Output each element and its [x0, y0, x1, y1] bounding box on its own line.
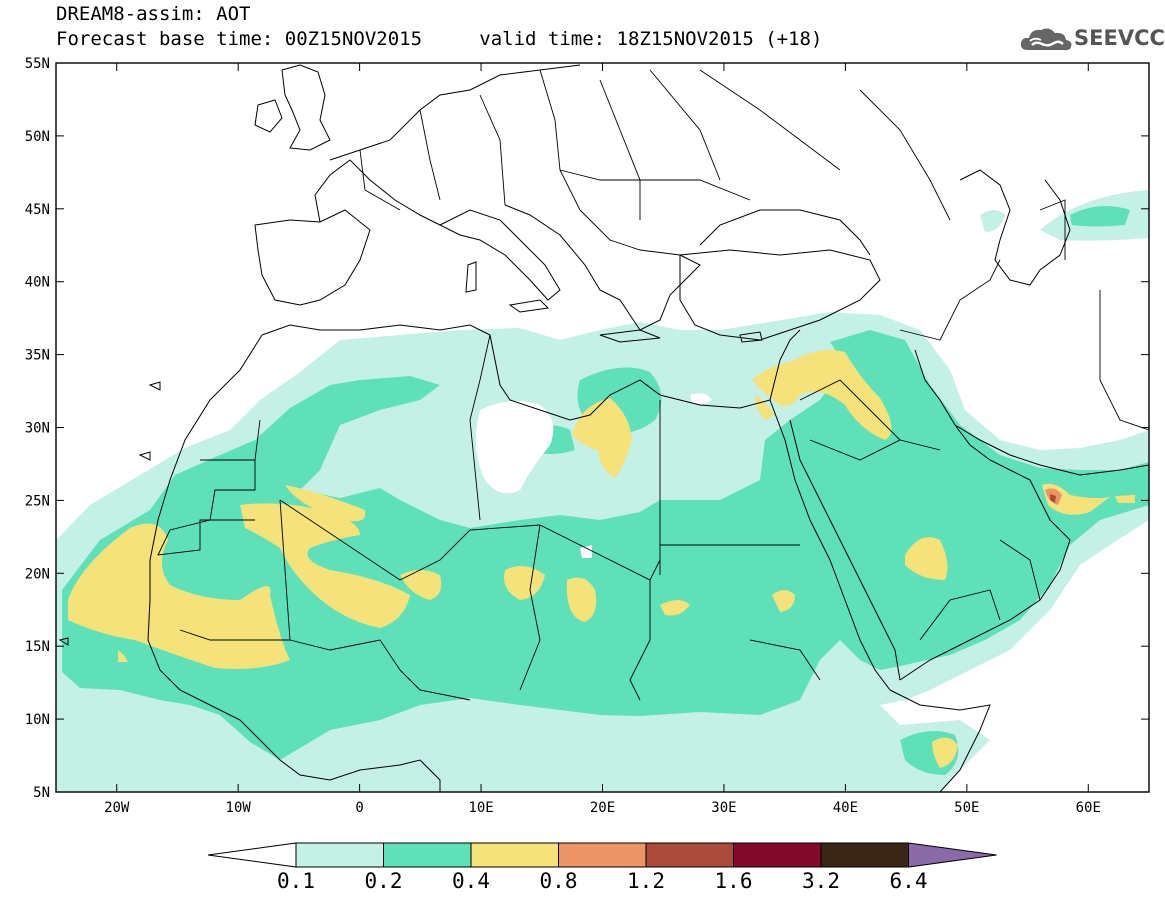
longitude-ticks: [116, 63, 1089, 792]
lon-label: 30E: [711, 800, 736, 816]
lon-label: 40E: [833, 800, 858, 816]
legend-level-label: 1.2: [627, 869, 665, 893]
longitude-labels: 20W 10W 0 10E 20E 30E 40E 50E 60E: [104, 800, 1101, 816]
legend-swatch: [295, 842, 384, 868]
seevccc-logo: SEEVCCC: [1018, 24, 1165, 56]
legend-arrow-low: [207, 842, 297, 868]
legend-level-label: 0.2: [365, 869, 403, 893]
aot-field-below-0-1: [476, 393, 712, 558]
legend-level-label: 6.4: [890, 869, 928, 893]
legend-swatch: [383, 842, 472, 868]
lat-label: 45N: [25, 202, 50, 218]
lat-label: 55N: [25, 56, 50, 72]
lat-label: 20N: [25, 566, 50, 582]
lat-label: 5N: [33, 785, 50, 801]
legend-swatch: [645, 842, 734, 868]
legend-swatch: [733, 842, 822, 868]
aot-field-1-2: [1050, 494, 1056, 503]
lat-label: 15N: [25, 639, 50, 655]
lon-label: 10W: [226, 800, 252, 816]
forecast-times: Forecast base time: 00Z15NOV2015 valid t…: [56, 29, 822, 49]
legend-swatch: [470, 842, 559, 868]
lon-label: 10E: [468, 800, 493, 816]
legend-level-label: 3.2: [802, 869, 840, 893]
lat-label: 10N: [25, 712, 50, 728]
lon-label: 20W: [104, 800, 130, 816]
lat-label: 25N: [25, 493, 50, 509]
base-time-label: Forecast base time: 00Z15NOV2015: [56, 28, 423, 50]
country-borders: [157, 69, 1149, 701]
legend-swatch: [820, 842, 909, 868]
lon-label: 60E: [1076, 800, 1101, 816]
lat-label: 35N: [25, 348, 50, 364]
legend-level-label: 0.8: [540, 869, 578, 893]
legend-level-label: 1.6: [715, 869, 753, 893]
latitude-ticks: [56, 62, 1149, 793]
lat-label: 30N: [25, 421, 50, 437]
lon-label: 50E: [954, 800, 979, 816]
lat-label: 40N: [25, 275, 50, 291]
aot-field-0-2: [62, 206, 1149, 775]
latitude-labels: 55N 50N 45N 40N 35N 30N 25N 20N 15N 10N 5N: [25, 56, 50, 801]
legend-level-label: 0.4: [452, 869, 490, 893]
valid-time-label: valid time: 18Z15NOV2015 (+18): [479, 28, 823, 50]
legend-arrow-high: [908, 842, 997, 868]
lat-label: 50N: [25, 129, 50, 145]
legend-swatch: [558, 842, 647, 868]
map-title: DREAM8-assim: AOT: [56, 3, 251, 25]
coastlines: [58, 64, 1149, 792]
cloud-icon: [1020, 28, 1072, 51]
legend-level-label: 0.1: [277, 869, 315, 893]
lon-label: 0: [355, 800, 363, 816]
logo-text: SEEVCCC: [1074, 26, 1165, 50]
lon-label: 20E: [590, 800, 615, 816]
